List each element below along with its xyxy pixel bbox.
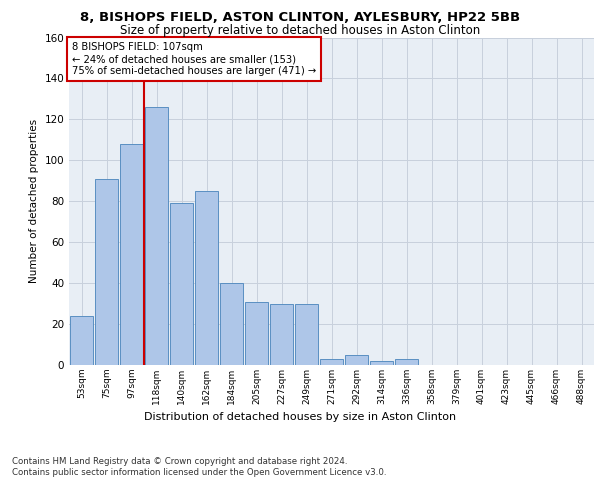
Bar bbox=[170, 204, 193, 365]
Bar bbox=[245, 302, 268, 365]
Bar bbox=[194, 191, 218, 365]
Text: Size of property relative to detached houses in Aston Clinton: Size of property relative to detached ho… bbox=[120, 24, 480, 37]
Text: 8 BISHOPS FIELD: 107sqm
← 24% of detached houses are smaller (153)
75% of semi-d: 8 BISHOPS FIELD: 107sqm ← 24% of detache… bbox=[71, 42, 316, 76]
Y-axis label: Number of detached properties: Number of detached properties bbox=[29, 119, 39, 284]
Bar bbox=[220, 283, 244, 365]
Text: Distribution of detached houses by size in Aston Clinton: Distribution of detached houses by size … bbox=[144, 412, 456, 422]
Bar bbox=[344, 355, 368, 365]
Text: Contains HM Land Registry data © Crown copyright and database right 2024.
Contai: Contains HM Land Registry data © Crown c… bbox=[12, 458, 386, 477]
Bar bbox=[269, 304, 293, 365]
Bar bbox=[119, 144, 143, 365]
Bar bbox=[145, 107, 169, 365]
Bar bbox=[95, 178, 118, 365]
Bar bbox=[295, 304, 319, 365]
Text: 8, BISHOPS FIELD, ASTON CLINTON, AYLESBURY, HP22 5BB: 8, BISHOPS FIELD, ASTON CLINTON, AYLESBU… bbox=[80, 11, 520, 24]
Bar bbox=[70, 316, 94, 365]
Bar bbox=[370, 361, 394, 365]
Bar bbox=[320, 359, 343, 365]
Bar bbox=[395, 359, 418, 365]
